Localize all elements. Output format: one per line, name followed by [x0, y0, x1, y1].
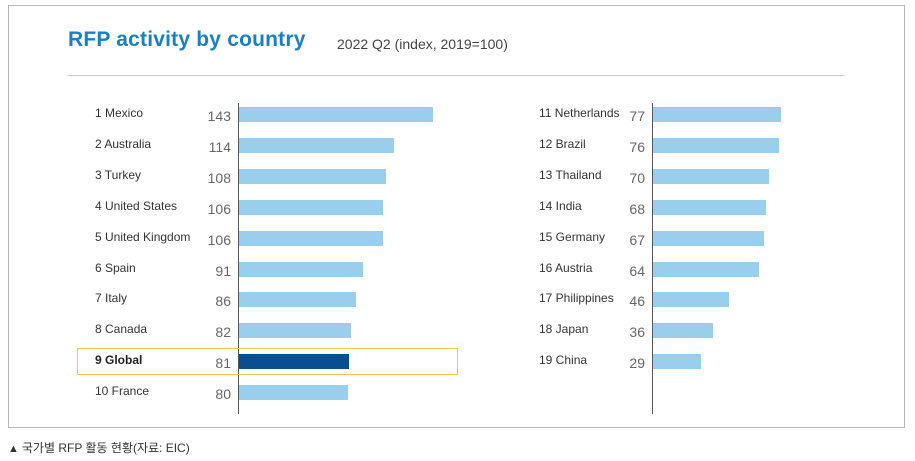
bar: [653, 292, 729, 308]
chart-subtitle: 2022 Q2 (index, 2019=100): [337, 36, 508, 52]
value-axis-line: [238, 103, 239, 414]
bar: [653, 261, 759, 277]
category-label: 10 France: [95, 384, 150, 399]
value-label: 64: [629, 262, 645, 279]
value-axis-line: [652, 103, 653, 414]
bar: [239, 292, 356, 308]
category-label: 1 Mexico: [95, 106, 144, 120]
category-label: 11 Netherlands: [539, 106, 620, 120]
value-label: 36: [629, 324, 645, 341]
bar: [653, 107, 781, 122]
bar-highlight: [239, 354, 349, 370]
category-label: 8 Canada: [95, 322, 148, 337]
bar: [653, 168, 769, 184]
value-label: 77: [629, 108, 645, 124]
value-label: 108: [207, 169, 231, 186]
bar: [239, 137, 394, 153]
bar: [239, 261, 363, 277]
title-divider: [68, 75, 844, 76]
value-label: 80: [215, 386, 231, 403]
category-label: 13 Thailand: [539, 167, 602, 182]
value-label: 29: [629, 355, 645, 372]
value-label: 67: [629, 231, 645, 248]
triangle-up-icon: ▲: [8, 443, 19, 455]
category-label: 4 United States: [95, 198, 178, 213]
value-label: 70: [629, 169, 645, 186]
value-label: 86: [215, 293, 231, 310]
category-label: 5 United Kingdom: [95, 229, 191, 244]
category-label: 6 Spain: [95, 260, 136, 275]
category-label: 14 India: [539, 198, 582, 213]
bar: [239, 107, 433, 122]
figure-caption: ▲ 국가별 RFP 활동 현황(자료: EIC): [8, 439, 190, 456]
category-label: 15 Germany: [539, 229, 606, 244]
category-label: 16 Austria: [539, 260, 593, 275]
value-label: 114: [208, 138, 231, 155]
category-label: 3 Turkey: [95, 167, 142, 182]
value-label: 106: [207, 231, 231, 248]
bar: [239, 199, 383, 215]
caption-text: 국가별 RFP 활동 현황(자료: EIC): [21, 441, 190, 455]
category-label: 19 China: [539, 353, 588, 368]
category-label: 2 Australia: [95, 136, 152, 151]
value-label: 81: [215, 355, 231, 372]
bar: [653, 354, 701, 370]
bar: [653, 230, 764, 246]
value-label: 46: [629, 293, 645, 310]
value-label: 76: [629, 138, 645, 155]
bar: [239, 168, 386, 184]
bar: [653, 137, 779, 153]
bar: [239, 230, 383, 246]
category-label: 18 Japan: [539, 322, 589, 337]
chart-title: RFP activity by country: [68, 28, 306, 51]
category-label: 9 Global: [95, 353, 143, 368]
bar: [239, 323, 351, 339]
bar: [239, 385, 348, 401]
value-label: 82: [215, 324, 231, 341]
value-label: 91: [215, 262, 231, 279]
bar: [653, 323, 713, 339]
bar: [653, 199, 766, 215]
value-label: 106: [207, 200, 231, 217]
category-label: 17 Philippines: [539, 291, 614, 306]
category-label: 12 Brazil: [539, 136, 586, 151]
value-label: 68: [629, 200, 645, 217]
value-label: 143: [207, 108, 231, 124]
highlight-box: [77, 348, 458, 376]
category-label: 7 Italy: [95, 291, 128, 306]
